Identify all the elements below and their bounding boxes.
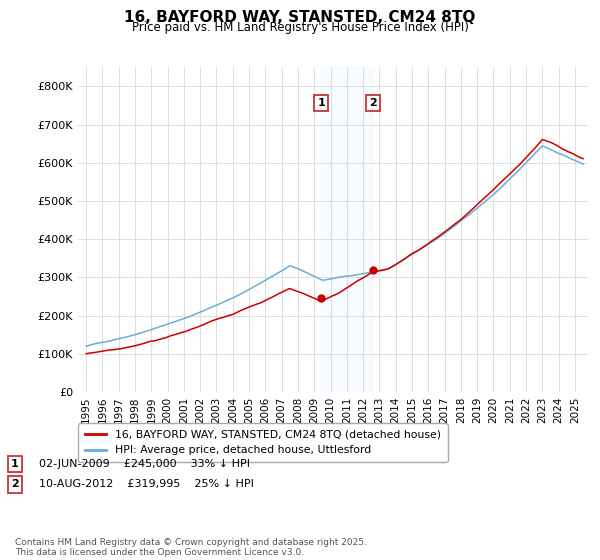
Text: Price paid vs. HM Land Registry's House Price Index (HPI): Price paid vs. HM Land Registry's House … (131, 21, 469, 34)
Text: 02-JUN-2009    £245,000    33% ↓ HPI: 02-JUN-2009 £245,000 33% ↓ HPI (39, 459, 250, 469)
Text: Contains HM Land Registry data © Crown copyright and database right 2025.
This d: Contains HM Land Registry data © Crown c… (15, 538, 367, 557)
Bar (321, 67, 373, 392)
Text: 1: 1 (11, 459, 19, 469)
Legend: 16, BAYFORD WAY, STANSTED, CM24 8TQ (detached house), HPI: Average price, detach: 16, BAYFORD WAY, STANSTED, CM24 8TQ (det… (79, 423, 448, 462)
Text: 16, BAYFORD WAY, STANSTED, CM24 8TQ: 16, BAYFORD WAY, STANSTED, CM24 8TQ (124, 10, 476, 25)
Text: 1: 1 (317, 98, 325, 108)
Text: 10-AUG-2012    £319,995    25% ↓ HPI: 10-AUG-2012 £319,995 25% ↓ HPI (39, 479, 254, 489)
Text: 2: 2 (11, 479, 19, 489)
Text: 2: 2 (369, 98, 377, 108)
